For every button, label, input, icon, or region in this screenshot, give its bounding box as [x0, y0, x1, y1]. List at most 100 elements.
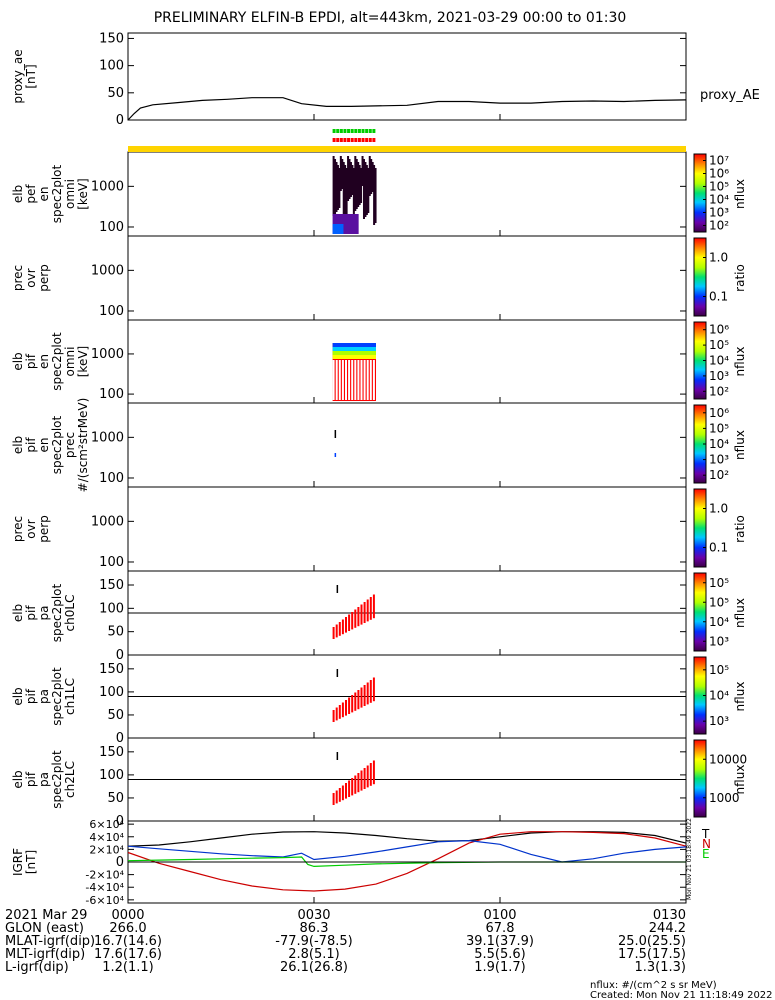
spectrogram-column — [370, 159, 373, 194]
colorbar-tick-label: 10⁵ — [709, 576, 729, 590]
y-axis-label: en — [37, 438, 51, 453]
pitch-angle-mark — [335, 707, 338, 721]
spectrogram-gap — [357, 360, 360, 400]
spectrogram-gap — [348, 360, 351, 400]
footer-value: 266.0 — [109, 921, 146, 936]
pitch-angle-mark — [372, 594, 375, 619]
y-axis-label: pef — [24, 184, 38, 204]
spectrogram-low-energy — [332, 224, 344, 234]
spectrogram-top — [332, 347, 376, 351]
colorbar — [693, 739, 707, 818]
y-tick-label: 0 — [116, 113, 124, 128]
pitch-angle-dot — [336, 669, 339, 677]
y-tick-label: 100 — [99, 59, 124, 74]
pitch-angle-mark — [351, 778, 354, 796]
status-dash-green — [350, 129, 354, 133]
colorbar-tick-label: 1.0 — [709, 251, 728, 265]
series-line-proxy_AE — [127, 97, 687, 121]
spectrogram-gap — [360, 360, 363, 400]
panel-frame — [127, 486, 687, 572]
pitch-angle-mark — [360, 687, 363, 708]
y-axis-label: en — [37, 187, 51, 202]
pitch-angle-mark — [369, 680, 372, 703]
pitch-angle-mark — [345, 783, 347, 799]
spectrogram-column — [355, 159, 358, 209]
y-tick-label: 1000 — [91, 430, 124, 445]
y-axis-label: elb — [11, 185, 25, 203]
spectrogram-marks — [128, 129, 686, 805]
y-axis-label: elb — [11, 687, 25, 705]
y-tick-label: 1000 — [91, 347, 124, 362]
spectrogram-column — [367, 168, 370, 213]
spectrogram-column — [334, 159, 337, 214]
created-stamp: Created: Mon Nov 21 11:18:49 2022 — [590, 990, 773, 1000]
footer-value: 2.8(5.1) — [288, 947, 340, 962]
legend-label-E: E — [702, 847, 710, 861]
status-dash-green — [339, 129, 343, 133]
status-dash-red — [361, 138, 365, 142]
pitch-angle-mark — [348, 614, 351, 631]
status-bar — [128, 146, 686, 152]
status-dash-green — [365, 129, 369, 133]
colorbar-label: nflux — [733, 347, 747, 377]
spectrogram-column — [335, 162, 338, 212]
spectrogram-column — [365, 165, 368, 215]
colorbar-label: nflux — [733, 179, 747, 209]
y-axis-label: omni — [63, 179, 77, 209]
status-dash-red — [350, 138, 354, 142]
spectrogram-top — [332, 355, 376, 359]
colorbar-tick-label: 10³ — [709, 453, 729, 467]
pitch-angle-mark — [345, 617, 347, 633]
y-axis-label: pa — [37, 606, 51, 621]
panel-ch0LC: 0 50 100 150 elb pif pa spec2plot ch0LC 10³ 10⁴ 10⁵… — [11, 570, 747, 663]
y-axis-label: pif — [24, 437, 38, 453]
pitch-angle-mark — [338, 705, 341, 719]
colorbar-tick-label: 0.1 — [709, 290, 728, 304]
colorbar — [693, 488, 707, 568]
y-tick-label: 100 — [99, 601, 124, 616]
status-dash-red — [365, 138, 369, 142]
pitch-angle-mark — [354, 775, 357, 794]
y-tick-label: -6×10⁴ — [85, 894, 124, 907]
spectrogram-column — [368, 156, 371, 196]
colorbar-tick-label: 10² — [709, 468, 729, 482]
pitch-angle-mark — [363, 602, 366, 623]
y-axis-label: pa — [37, 689, 51, 704]
y-tick-label: 100 — [99, 387, 124, 402]
y-axis-label: elb — [11, 604, 25, 622]
status-dash-green — [372, 129, 376, 133]
colorbar-tick-label: 10⁵ — [709, 180, 729, 194]
panel-elb_pif_prec: 100 1000 elb pif en spec2plot prec #/(scm²strMe… — [11, 398, 747, 493]
spectrogram-gap — [335, 360, 338, 400]
y-axis-label: perp — [37, 515, 51, 543]
pitch-angle-mark — [332, 627, 335, 639]
spectrogram-column — [332, 156, 335, 216]
spectrogram-gap — [354, 360, 357, 400]
pitch-angle-mark — [357, 773, 360, 793]
footer-row-label: MLT-igrf(dip) — [5, 947, 85, 962]
footer-value: 25.0(25.5) — [618, 934, 686, 949]
panel-frame — [127, 235, 687, 321]
spectrogram-column — [364, 162, 367, 217]
y-axis-label: ch2LC — [63, 761, 77, 798]
y-axis-label: prec — [63, 432, 77, 458]
footer-row-label: 2021 Mar 29 — [5, 908, 87, 923]
spectrogram-top — [332, 343, 376, 347]
colorbar-tick-label: 10³ — [709, 369, 729, 383]
colorbar-tick-label: 10⁶ — [709, 323, 729, 337]
status-dash-green — [343, 129, 347, 133]
pitch-angle-mark — [366, 765, 369, 788]
status-dash-red — [343, 138, 347, 142]
panel-frame — [127, 402, 687, 488]
y-axis-label: ch0LC — [63, 595, 77, 632]
y-tick-label: 0 — [116, 855, 124, 870]
footer-row-label: GLON (east) — [5, 921, 84, 936]
pitch-angle-mark — [357, 607, 360, 627]
y-tick-label: 100 — [99, 555, 124, 570]
spectrogram-column — [352, 168, 355, 228]
colorbar-label: nflux — [733, 430, 747, 460]
series-label: proxy_AE — [700, 88, 760, 103]
pitch-angle-mark — [357, 690, 360, 710]
pitch-angle-mark — [341, 702, 344, 718]
spectrogram-column — [339, 156, 342, 191]
